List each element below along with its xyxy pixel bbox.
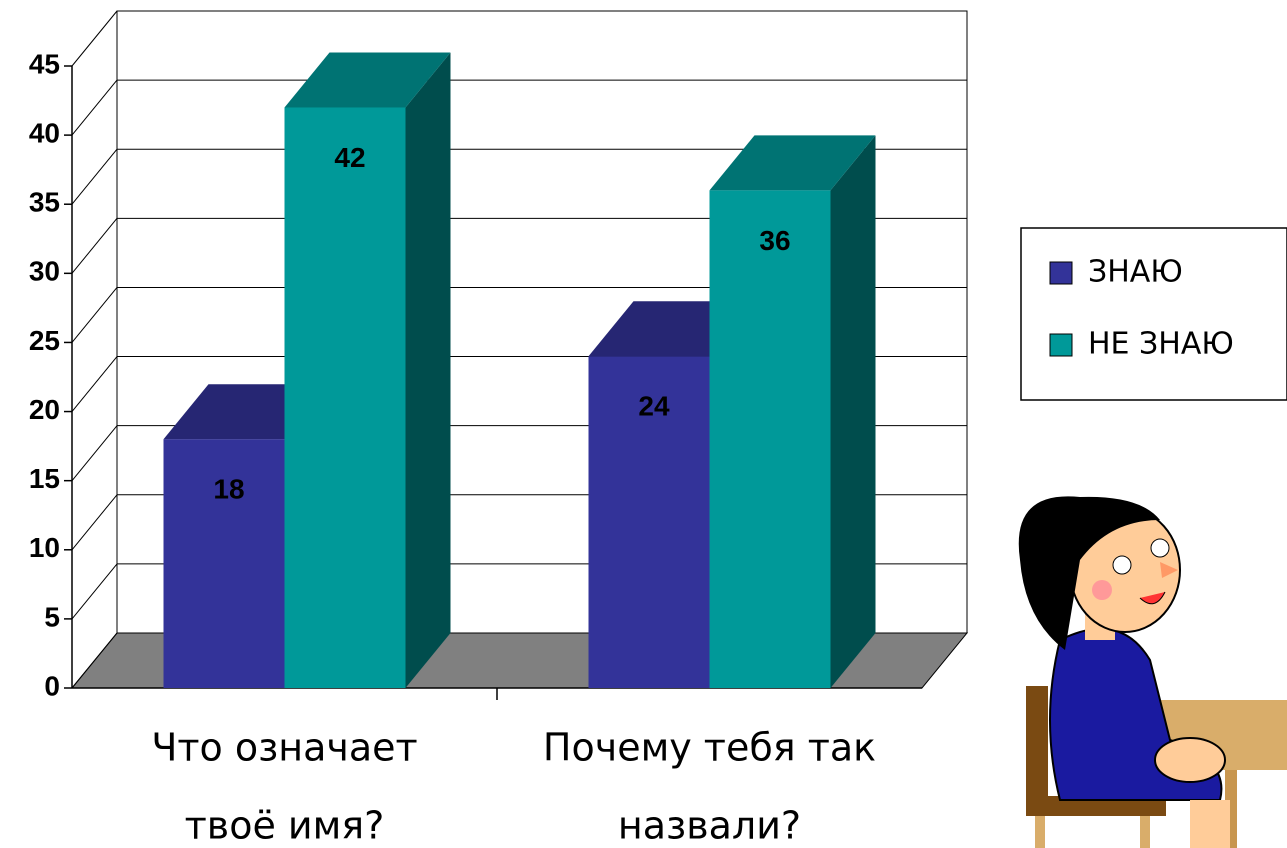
- grid-line: [72, 149, 117, 204]
- x-tick-label: Что означает: [151, 726, 417, 770]
- y-tick-label: 30: [29, 256, 60, 287]
- x-tick-label: твоё имя?: [185, 804, 385, 848]
- grid-line: [72, 564, 117, 619]
- value-label: 24: [638, 391, 670, 422]
- legend-swatch: [1050, 262, 1072, 284]
- grid-line: [72, 11, 117, 66]
- plot: 0 5 10 15 20 25 30 35 40 45 Что означает твоё имя? 1…: [29, 11, 967, 848]
- bar-front: [285, 107, 406, 688]
- bar: [710, 135, 876, 688]
- grid-line: [72, 218, 117, 273]
- y-tick-label: 45: [29, 48, 60, 79]
- y-tick-label: 15: [29, 463, 60, 494]
- chair-leg: [1140, 816, 1150, 848]
- value-label: 42: [334, 142, 365, 173]
- eye: [1151, 539, 1169, 557]
- bar-front: [710, 190, 831, 688]
- y-tick-label: 10: [29, 532, 60, 563]
- y-tick-label: 5: [44, 601, 60, 632]
- chart: 0 5 10 15 20 25 30 35 40 45 Что означает твоё имя? 1…: [0, 0, 1287, 848]
- x-tick-label: назвали?: [618, 804, 801, 848]
- grid-line: [72, 426, 117, 481]
- bar: [285, 52, 451, 688]
- value-label: 36: [759, 225, 790, 256]
- chair-leg: [1035, 816, 1045, 848]
- eye: [1113, 556, 1131, 574]
- legend-swatch: [1050, 334, 1072, 356]
- grid-line: [72, 357, 117, 412]
- hand: [1155, 738, 1225, 782]
- value-label: 18: [213, 474, 244, 505]
- grid-line: [72, 80, 117, 135]
- legend-label: ЗНАЮ: [1088, 255, 1183, 290]
- chair-back: [1026, 686, 1048, 796]
- bar-side: [831, 135, 876, 688]
- grid-line: [72, 287, 117, 342]
- legend-label: НЕ ЗНАЮ: [1088, 327, 1234, 362]
- y-tick-label: 25: [29, 325, 60, 356]
- leg: [1190, 800, 1230, 848]
- x-tick-label: Почему тебя так: [543, 726, 876, 770]
- y-tick-label: 35: [29, 187, 60, 218]
- grid-line: [72, 495, 117, 550]
- y-tick-label: 0: [44, 670, 60, 701]
- cheek: [1092, 580, 1112, 600]
- y-tick-label: 20: [29, 394, 60, 425]
- legend: ЗНАЮ НЕ ЗНАЮ: [1021, 228, 1287, 400]
- page: {"chart_data": {"type": "bar3d", "catego…: [0, 0, 1287, 848]
- y-tick-label: 40: [29, 118, 60, 149]
- illustration: [1019, 496, 1287, 848]
- bar-side: [406, 52, 451, 688]
